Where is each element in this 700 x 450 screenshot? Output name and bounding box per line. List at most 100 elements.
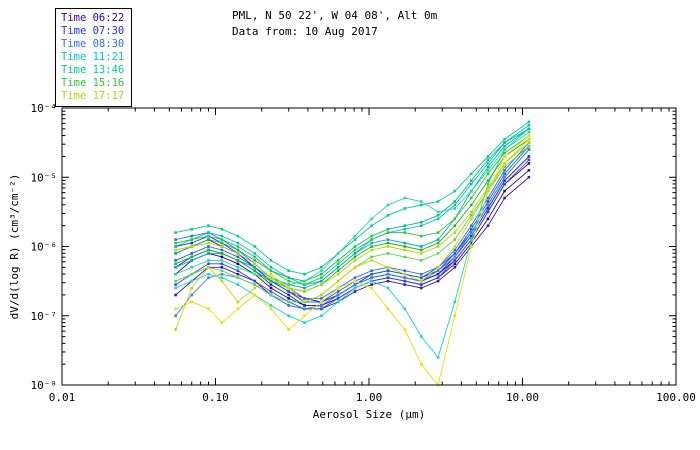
- series-marker: [486, 169, 490, 172]
- series-marker: [253, 279, 256, 283]
- series-marker: [503, 144, 506, 148]
- series-marker: [190, 255, 193, 259]
- series-marker: [453, 217, 457, 221]
- series-line-18: [175, 142, 530, 292]
- series-marker: [453, 203, 457, 207]
- series-marker: [370, 245, 373, 248]
- series-marker: [336, 286, 340, 290]
- series-marker: [386, 286, 390, 290]
- series-marker: [403, 241, 407, 245]
- series-line-16: [175, 138, 530, 292]
- series-marker: [403, 272, 407, 276]
- series-marker: [486, 200, 490, 203]
- series-line-15: [175, 135, 530, 286]
- series-marker: [207, 266, 210, 269]
- series-marker: [320, 272, 323, 276]
- series-marker: [174, 314, 177, 317]
- series-marker: [190, 259, 193, 262]
- series-marker: [174, 286, 177, 290]
- series-marker: [436, 200, 440, 203]
- y-axis-title: dV/d(log R) (cm³/cm⁻²): [8, 174, 21, 320]
- series-marker: [253, 262, 256, 266]
- series-marker: [220, 252, 224, 255]
- series-marker: [236, 262, 240, 266]
- series-marker: [303, 297, 306, 300]
- series-line-6: [175, 142, 530, 299]
- series-marker: [236, 241, 240, 245]
- series-marker: [336, 300, 340, 304]
- series-marker: [370, 248, 373, 252]
- series-marker: [320, 293, 323, 297]
- series-marker: [436, 231, 440, 234]
- series-marker: [470, 196, 473, 200]
- series-line-11: [175, 128, 530, 359]
- series-line-2: [175, 176, 530, 310]
- series-marker: [220, 245, 224, 248]
- series-marker: [486, 182, 490, 186]
- series-line-5: [175, 159, 530, 310]
- series-marker: [436, 269, 440, 272]
- series-marker: [453, 200, 457, 203]
- x-axis-title: Aerosol Size (µm): [313, 408, 426, 421]
- series-marker: [303, 321, 306, 324]
- series-marker: [453, 224, 457, 227]
- series-marker: [470, 241, 473, 245]
- series-marker: [174, 328, 177, 331]
- series-marker: [436, 356, 440, 359]
- series-marker: [353, 245, 357, 248]
- series-marker: [386, 241, 390, 245]
- series-marker: [470, 210, 473, 214]
- series-marker: [336, 269, 340, 272]
- series-marker: [287, 290, 290, 293]
- series-marker: [527, 127, 531, 131]
- series-marker: [420, 221, 423, 224]
- series-marker: [370, 276, 373, 279]
- series-marker: [420, 272, 423, 276]
- series-marker: [470, 245, 473, 248]
- series-marker: [320, 300, 323, 304]
- series-marker: [269, 272, 273, 276]
- series-marker: [370, 279, 373, 283]
- series-marker: [190, 238, 193, 241]
- series-marker: [190, 245, 193, 248]
- series-marker: [420, 248, 423, 252]
- series-marker: [303, 279, 306, 283]
- series-marker: [470, 179, 473, 182]
- series-marker: [386, 269, 390, 272]
- series-marker: [174, 231, 177, 234]
- series-marker: [370, 238, 373, 241]
- series-marker: [320, 279, 323, 283]
- series-marker: [353, 276, 357, 279]
- series-marker: [527, 137, 531, 141]
- series-marker: [190, 293, 193, 297]
- series-marker: [470, 214, 473, 217]
- axes-box: [61, 107, 677, 386]
- series-marker: [420, 276, 423, 279]
- series-marker: [470, 189, 473, 193]
- series-marker: [470, 227, 473, 231]
- series-marker: [353, 259, 357, 262]
- series-marker: [303, 272, 306, 276]
- series-marker: [207, 276, 210, 279]
- series-marker: [287, 279, 290, 283]
- series-marker: [207, 238, 210, 241]
- series-line-8: [175, 149, 530, 317]
- series-marker: [420, 283, 423, 286]
- series-marker: [220, 238, 224, 241]
- series-marker: [386, 266, 390, 269]
- series-marker: [470, 231, 473, 234]
- series-marker: [353, 238, 357, 241]
- series-line-13: [175, 128, 530, 282]
- series-marker: [436, 217, 440, 221]
- series-marker: [420, 224, 423, 227]
- series-marker: [220, 227, 224, 231]
- series-marker: [220, 279, 224, 283]
- series-marker: [453, 238, 457, 241]
- series-marker: [174, 262, 177, 266]
- series-marker: [403, 224, 407, 227]
- series-marker: [336, 252, 340, 255]
- series-marker: [386, 203, 390, 207]
- series-marker: [436, 238, 440, 241]
- legend-entry-1: Time 07:30: [61, 25, 125, 37]
- series-marker: [403, 328, 407, 331]
